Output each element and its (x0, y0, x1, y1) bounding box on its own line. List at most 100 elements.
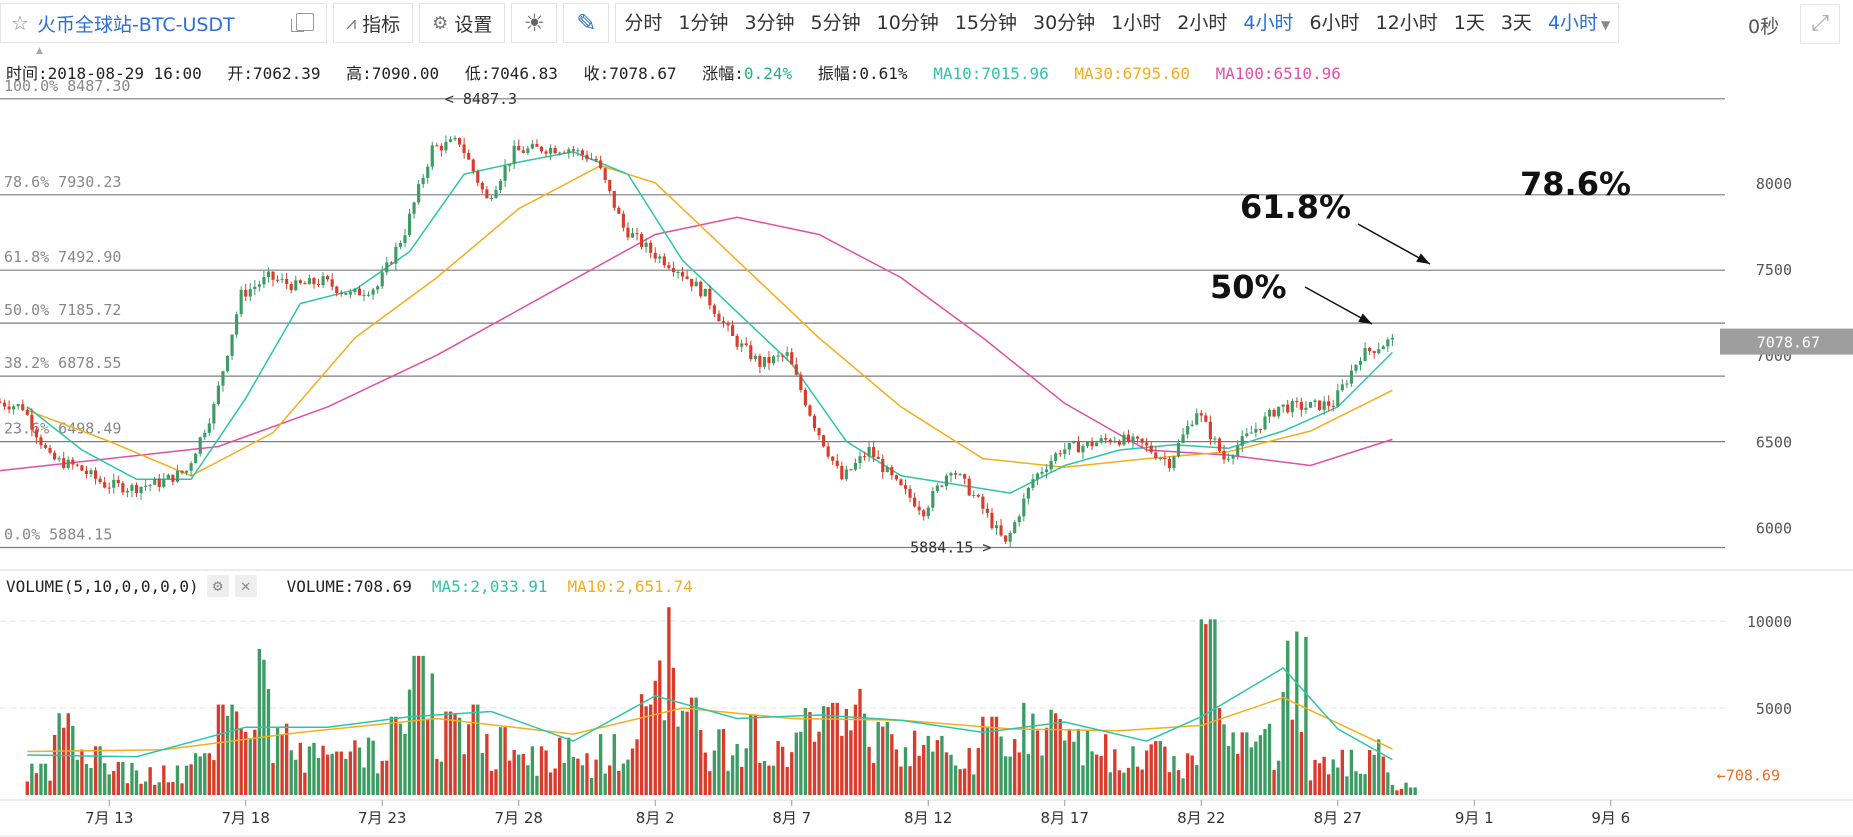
volume-close-icon[interactable]: ✕ (234, 575, 257, 597)
period-tab[interactable]: 2小时 (1177, 12, 1228, 34)
volume-bar (567, 737, 571, 795)
drag-handle-icon[interactable]: ▲ (36, 46, 43, 56)
candle-body (248, 289, 252, 297)
candle-body (1140, 438, 1144, 443)
candle-body (844, 469, 848, 480)
volume-bar (990, 716, 994, 795)
candle-body (116, 479, 120, 484)
candle-body (963, 474, 967, 479)
symbol-selector[interactable]: ☆ 火币全球站-BTC-USDT (0, 3, 327, 43)
candle-body (48, 447, 52, 453)
period-tab[interactable]: 1小时 (1111, 12, 1162, 34)
candle-body (872, 446, 876, 457)
period-tab[interactable]: 15分钟 (954, 12, 1017, 34)
volume-bar (266, 689, 271, 795)
candle-body (1358, 361, 1363, 365)
candle-body (726, 322, 730, 326)
high-marker-label: < 8487.3 (445, 90, 517, 108)
amplitude-value: 振幅:0.61% (817, 64, 908, 83)
period-tab[interactable]: 12小时 (1375, 12, 1438, 34)
period-tab[interactable]: 5分钟 (810, 12, 861, 34)
settings-label: 设置 (454, 13, 493, 36)
candle-body (817, 428, 821, 436)
candle-body (913, 497, 917, 507)
star-icon[interactable]: ☆ (11, 11, 29, 35)
copy-icon[interactable] (291, 13, 314, 32)
period-tab[interactable]: 6小时 (1309, 12, 1360, 34)
candle-body (917, 506, 921, 511)
indicators-button[interactable]: ⩘ 指标 (333, 3, 414, 43)
candle-body (253, 286, 257, 290)
period-dropdown[interactable]: 4小时 ▼ (1540, 4, 1618, 42)
candle-body (958, 474, 962, 476)
volume-bar (480, 752, 485, 795)
volume-bar (917, 755, 921, 795)
candle-body (1181, 434, 1185, 443)
period-tab[interactable]: 分时 (624, 12, 663, 34)
candle-body (644, 242, 648, 247)
candle-body (1154, 452, 1158, 459)
period-tab[interactable]: 3天 (1500, 12, 1532, 34)
period-tab[interactable]: 30分钟 (1033, 12, 1096, 34)
volume-bar (421, 655, 425, 795)
volume-bar (339, 751, 343, 795)
candle-body (1295, 401, 1299, 403)
candle-body (680, 272, 685, 277)
volume-ma10-value: MA10:2,651.74 (567, 576, 693, 596)
settings-button[interactable]: ⚙ 设置 (419, 3, 506, 43)
candle-body (75, 464, 79, 466)
fib-level-label: 38.2% 6878.55 (4, 354, 121, 372)
volume-bar (112, 771, 116, 795)
candle-body (1126, 434, 1131, 442)
candle-body (121, 483, 125, 493)
candle-body (7, 406, 11, 410)
volume-bar (403, 734, 407, 795)
candle-body (448, 139, 453, 142)
volume-bar (1386, 772, 1390, 795)
volume-bar (80, 749, 84, 795)
volume-bar (1317, 763, 1322, 795)
volume-bar (1408, 787, 1413, 795)
volume-bar (348, 751, 353, 795)
period-tab[interactable]: 10分钟 (876, 12, 939, 34)
volume-settings-icon[interactable]: ⚙ (206, 575, 229, 597)
period-dropdown-value: 4小时 (1547, 12, 1599, 34)
volume-bar (353, 740, 357, 795)
low-value: 低:7046.83 (464, 64, 558, 83)
volume-bar (894, 749, 899, 795)
candle-body (239, 289, 243, 315)
candle-body (1122, 434, 1126, 445)
period-tab[interactable]: 3分钟 (744, 12, 795, 34)
volume-bar (1235, 753, 1240, 795)
candle-body (1031, 479, 1035, 488)
draw-tool-button[interactable]: ✎ (563, 3, 610, 43)
candle-body (1040, 472, 1044, 474)
candle-body (148, 484, 152, 486)
candle-body (289, 284, 293, 291)
period-tab[interactable]: 1分钟 (678, 12, 729, 34)
x-tick-label: 8月 12 (904, 809, 952, 827)
volume-bar (840, 735, 844, 795)
period-tab-active[interactable]: 4小时 (1243, 12, 1294, 34)
volume-bar (84, 763, 89, 795)
theme-toggle-button[interactable]: ☀ (511, 3, 558, 43)
period-tab[interactable]: 1天 (1453, 12, 1485, 34)
volume-bar (198, 756, 202, 795)
candle-body (853, 462, 858, 470)
arrow-50-head (1358, 313, 1372, 324)
volume-bar (526, 765, 530, 795)
candle-body (1067, 443, 1071, 450)
volume-bar (539, 746, 544, 795)
x-tick-label: 8月 22 (1177, 809, 1225, 827)
candle-body (266, 271, 271, 278)
volume-bar (1395, 790, 1399, 795)
volume-bar (116, 761, 120, 795)
volume-bar (1222, 724, 1226, 795)
fullscreen-button[interactable]: ⤢ (1800, 4, 1840, 44)
arrow-50 (1304, 286, 1373, 325)
candle-body (303, 283, 307, 285)
volume-bar (794, 732, 798, 795)
ma10-line (26, 151, 1393, 494)
candle-body (1354, 364, 1358, 371)
